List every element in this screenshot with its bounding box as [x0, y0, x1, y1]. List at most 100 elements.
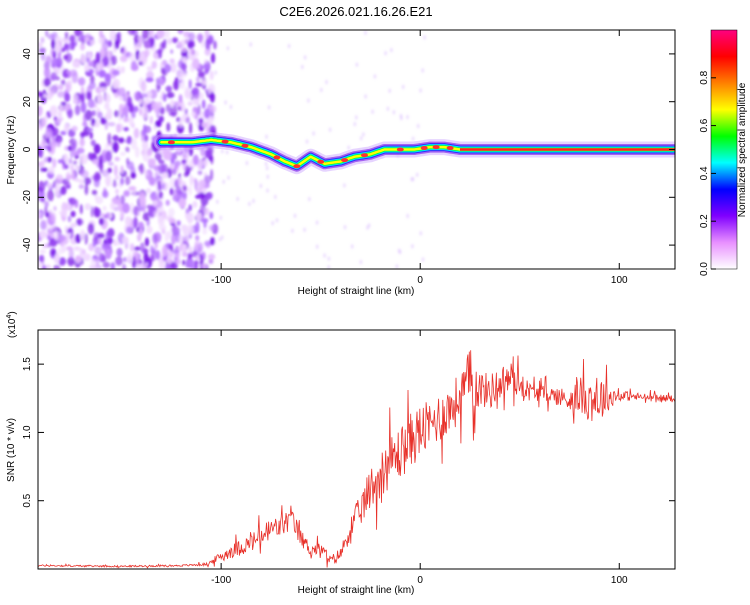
- noise-blob: [166, 256, 173, 264]
- noise-blob: [41, 196, 46, 203]
- spectrogram-ylabel: Frequency (Hz): [6, 116, 17, 185]
- noise-speck: [252, 198, 255, 204]
- noise-blob: [192, 200, 198, 209]
- noise-blob: [70, 210, 76, 218]
- noise-blob: [142, 30, 150, 39]
- snr-scale-label: (x104): [6, 311, 18, 338]
- noise-blob: [39, 230, 48, 239]
- noise-blob: [113, 199, 122, 205]
- noise-blob: [138, 35, 142, 43]
- noise-blob: [106, 50, 112, 60]
- noise-blob: [100, 213, 106, 218]
- noise-blob: [116, 123, 121, 133]
- noise-blob: [114, 156, 120, 162]
- noise-blob: [171, 224, 178, 236]
- noise-blob: [213, 40, 217, 50]
- noise-blob: [83, 37, 90, 42]
- noise-blob: [67, 108, 73, 119]
- noise-blob: [121, 68, 125, 74]
- noise-blob: [50, 48, 54, 57]
- noise-blob: [165, 103, 172, 113]
- noise-blob: [126, 96, 132, 107]
- noise-blob: [197, 71, 205, 78]
- noise-blob: [118, 87, 126, 97]
- noise-blob: [68, 248, 74, 260]
- noise-blob: [145, 77, 154, 83]
- noise-blob: [106, 237, 114, 245]
- noise-blob: [50, 249, 57, 257]
- noise-blob: [144, 170, 149, 177]
- noise-blob: [132, 256, 137, 268]
- noise-blob: [197, 180, 205, 191]
- noise-speck: [224, 100, 227, 105]
- noise-blob: [64, 31, 69, 39]
- noise-blob: [65, 174, 73, 180]
- noise-blob: [134, 146, 140, 159]
- noise-blob: [181, 243, 188, 252]
- colorbar: 0.0 0.2 0.4 0.6 0.8 Normalized spectral ampl…: [699, 29, 748, 276]
- noise-blob: [185, 257, 194, 269]
- noise-blob: [68, 158, 72, 164]
- noise-blob: [169, 187, 174, 196]
- noise-blob: [113, 241, 121, 246]
- noise-blob: [185, 116, 190, 124]
- noise-blob: [122, 263, 127, 269]
- noise-blob: [122, 236, 129, 245]
- ridge-hotspot: [293, 164, 301, 169]
- noise-blob: [106, 108, 113, 120]
- noise-blob: [205, 193, 213, 201]
- noise-blob: [191, 111, 196, 117]
- noise-blob: [120, 195, 125, 205]
- noise-blob: [161, 172, 169, 179]
- noise-blob: [54, 252, 60, 264]
- noise-blob: [120, 177, 124, 186]
- noise-speck: [275, 218, 279, 223]
- noise-blob: [97, 111, 103, 119]
- noise-blob: [53, 206, 57, 211]
- noise-blob: [120, 165, 124, 174]
- noise-blob: [83, 253, 91, 261]
- noise-blob: [136, 264, 143, 269]
- noise-blob: [38, 124, 43, 131]
- noise-speck: [343, 183, 346, 188]
- noise-blob: [122, 49, 128, 58]
- noise-blob: [194, 259, 198, 269]
- noise-blob: [57, 84, 64, 91]
- noise-speck: [419, 88, 422, 93]
- noise-blob: [156, 112, 160, 119]
- noise-blob: [59, 104, 63, 111]
- noise-blob: [158, 159, 165, 164]
- noise-blob: [181, 103, 186, 113]
- noise-speck: [327, 265, 330, 269]
- noise-blob: [98, 154, 104, 165]
- noise-blob: [74, 177, 80, 182]
- noise-speck: [221, 149, 224, 154]
- noise-blob: [158, 191, 163, 199]
- noise-blob: [77, 218, 81, 226]
- noise-speck: [421, 257, 425, 262]
- snr-ticks: -100 0 100 0.5 1.0 1.5: [22, 330, 675, 586]
- noise-blob: [71, 141, 77, 152]
- noise-blob: [168, 218, 176, 224]
- noise-blob: [109, 34, 117, 42]
- noise-blob: [67, 215, 72, 223]
- noise-blob: [209, 211, 214, 220]
- noise-blob: [158, 48, 162, 59]
- noise-blob: [153, 200, 158, 206]
- snr-series-line: [38, 350, 675, 569]
- noise-blob: [62, 244, 67, 253]
- noise-blob: [155, 120, 162, 128]
- noise-blob: [82, 249, 86, 255]
- noise-blob: [74, 150, 81, 156]
- noise-blob: [165, 199, 170, 206]
- noise-blob: [61, 209, 68, 218]
- noise-blob: [38, 211, 42, 218]
- noise-blob: [90, 205, 94, 218]
- noise-speck: [249, 42, 253, 47]
- noise-blob: [204, 175, 212, 184]
- noise-blob: [176, 123, 184, 134]
- noise-blob: [73, 246, 81, 251]
- noise-blob: [49, 105, 58, 117]
- noise-speck: [406, 213, 410, 219]
